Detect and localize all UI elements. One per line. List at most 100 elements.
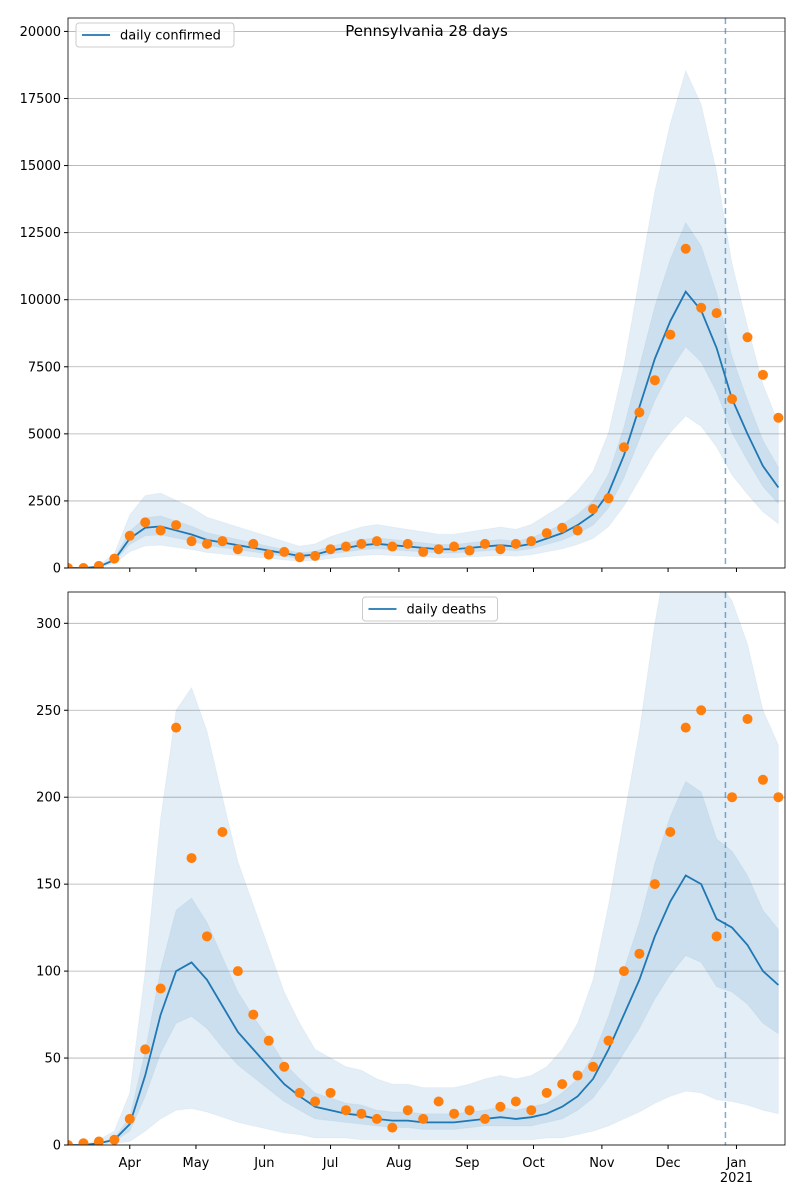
uncertainty-band — [68, 221, 779, 568]
y-tick-label: 300 — [36, 617, 61, 632]
observed-point — [124, 1113, 135, 1124]
chart-title: Pennsylvania 28 days — [345, 22, 508, 40]
observed-point — [649, 375, 660, 386]
observed-point — [232, 966, 243, 977]
observed-point — [248, 538, 259, 549]
observed-point — [171, 722, 182, 733]
legend-box — [362, 596, 498, 622]
observed-point — [634, 948, 645, 959]
observed-point — [696, 705, 707, 716]
observed-point — [325, 1087, 336, 1098]
observed-point — [603, 1035, 614, 1046]
y-tick-label: 200 — [36, 791, 61, 806]
observed-point — [464, 1105, 475, 1116]
observed-point — [201, 931, 212, 942]
observed-point — [340, 1105, 351, 1116]
y-tick-label: 50 — [44, 1052, 61, 1067]
axes-frame — [67, 17, 786, 569]
y-tick-label: 0 — [53, 1139, 61, 1154]
y-tick-label: 0 — [53, 562, 61, 577]
observed-point — [68, 1140, 73, 1145]
panel: 0 2500 5000 7500 10000 12500 15000 17500 20000 Pe… — [20, 17, 786, 577]
y-tick-label: 12500 — [20, 226, 61, 241]
observed-point — [557, 1079, 568, 1090]
observed-point — [279, 546, 290, 557]
x-year-label: 2021 — [720, 1171, 753, 1186]
observed-point — [588, 503, 599, 514]
y-tick-label: 5000 — [28, 427, 61, 442]
legend-box — [75, 22, 235, 48]
observed-point — [495, 1101, 506, 1112]
observed-point — [418, 1113, 429, 1124]
x-tick-label: May — [183, 1156, 210, 1171]
x-tick-label: Dec — [655, 1156, 680, 1171]
observed-point — [557, 522, 568, 533]
observed-point — [526, 536, 537, 547]
x-tick-label: Apr — [119, 1156, 142, 1171]
observed-point — [433, 1096, 444, 1107]
y-tick-label: 7500 — [28, 360, 61, 375]
observed-point — [649, 879, 660, 890]
observed-point — [696, 302, 707, 313]
observed-point — [572, 525, 583, 536]
observed-point — [140, 517, 151, 528]
observed-point — [479, 538, 490, 549]
y-tick-label: 2500 — [28, 494, 61, 509]
observed-point — [356, 538, 367, 549]
observed-point — [510, 1096, 521, 1107]
observed-point — [340, 541, 351, 552]
observed-point — [263, 1035, 274, 1046]
observed-point — [526, 1105, 537, 1116]
observed-point — [541, 528, 552, 539]
observed-point — [201, 538, 212, 549]
y-tick-label: 10000 — [20, 293, 61, 308]
legend: daily confirmed — [75, 22, 235, 48]
observed-point — [418, 546, 429, 557]
observed-point — [78, 1138, 89, 1145]
observed-point — [603, 493, 614, 504]
observed-point — [665, 826, 676, 837]
observed-point — [124, 530, 135, 541]
panel: 0 50 100 150 200 250 300 Apr May Jun Jul Aug Sep Oct N… — [36, 591, 786, 1186]
observed-point — [310, 550, 321, 561]
observed-point — [356, 1108, 367, 1119]
observed-point — [433, 544, 444, 555]
observed-point — [402, 538, 413, 549]
observed-point — [186, 853, 197, 864]
observed-point — [665, 329, 676, 340]
observed-point — [93, 560, 104, 568]
uncertainty-band — [68, 780, 779, 1145]
observed-point — [449, 541, 460, 552]
observed-point — [263, 549, 274, 560]
observed-point — [186, 536, 197, 547]
observed-point — [711, 308, 722, 319]
observed-point — [727, 792, 738, 803]
observed-point — [109, 1134, 120, 1145]
observed-point — [387, 1122, 398, 1133]
uncertainty-band — [68, 592, 779, 1145]
y-tick-label: 150 — [36, 878, 61, 893]
observed-point — [78, 563, 89, 568]
axes-frame — [67, 591, 786, 1146]
plot-area — [68, 69, 784, 568]
x-tick-label: Nov — [589, 1156, 615, 1171]
x-tick-label: Jan — [725, 1156, 746, 1171]
y-tick-label: 17500 — [20, 92, 61, 107]
observed-point — [109, 553, 120, 564]
observed-point — [140, 1044, 151, 1055]
y-tick-label: 250 — [36, 704, 61, 719]
observed-point — [294, 552, 305, 563]
x-tick-label: Oct — [522, 1156, 544, 1171]
observed-point — [773, 412, 784, 423]
observed-point — [588, 1061, 599, 1072]
x-tick-label: Jul — [322, 1156, 339, 1171]
observed-point — [310, 1096, 321, 1107]
observed-point — [371, 536, 382, 547]
legend-label: daily deaths — [407, 603, 487, 618]
observed-point — [757, 369, 768, 380]
observed-point — [464, 545, 475, 556]
legend-label: daily confirmed — [120, 29, 221, 44]
observed-point — [155, 983, 166, 994]
observed-point — [387, 541, 398, 552]
